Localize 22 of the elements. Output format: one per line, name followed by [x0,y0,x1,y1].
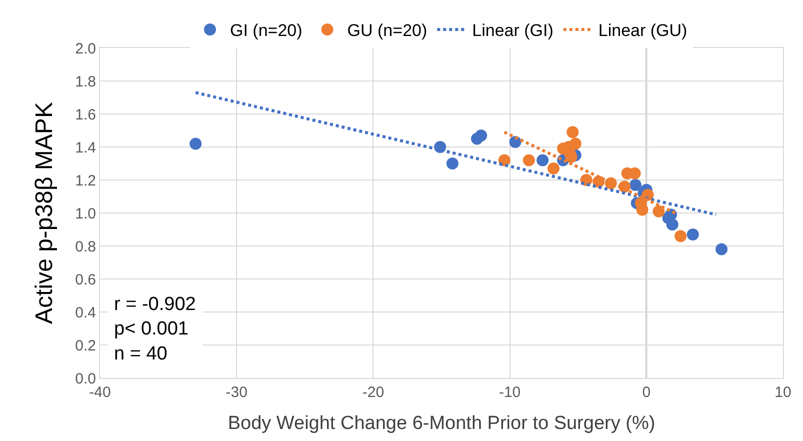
y-tick-label: 1.6 [75,106,96,124]
y-tick-label: 0.8 [75,238,96,256]
y-tick-label: 1.0 [75,205,96,222]
legend-label: GI (n=20) [230,21,302,40]
x-tick-label: -20 [362,384,384,401]
x-tick-label: -10 [498,384,521,401]
legend-label: Linear (GI) [472,21,554,40]
y-tick-label: 0.4 [75,304,96,322]
y-tick-label: 2.0 [75,40,96,58]
x-axis-title: Body Weight Change 6-Month Prior to Surgery (%) [228,412,656,434]
annotation: r = -0.902 p< 0.001 n = 40 [114,294,196,364]
legend-label: GU (n=20) [347,21,428,40]
x-tick-label: 0 [642,384,651,401]
x-tick-label: 10 [774,384,792,401]
y-tick-label: 1.4 [75,139,96,156]
legend-label: Linear (GU) [598,21,688,40]
y-axis-title: Active p-p38β MAPK [31,102,58,324]
x-tick-label: -30 [226,384,248,401]
y-tick-label: 0.6 [75,271,96,288]
y-tick-label: 1.8 [75,73,96,90]
y-tick-label: 0.2 [75,337,96,354]
y-tick-label: 1.2 [75,172,96,190]
